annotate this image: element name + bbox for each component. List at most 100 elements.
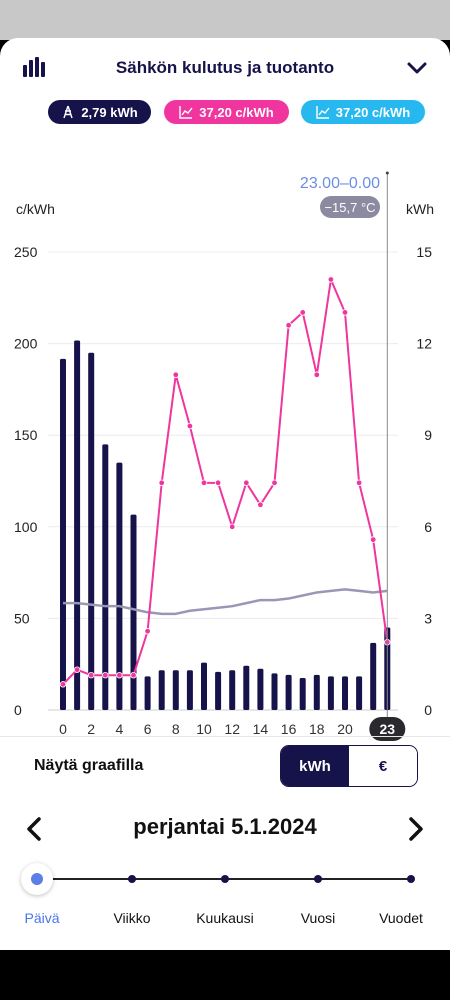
x-tick-label: 2 bbox=[87, 721, 95, 737]
consumption-badge[interactable]: 2,79 kWh bbox=[48, 100, 151, 124]
price-point bbox=[327, 276, 335, 283]
consumption-bar bbox=[243, 665, 250, 710]
period-slider[interactable]: Päivä Viikko Kuukausi Vuosi Vuodet bbox=[0, 858, 450, 938]
y-right-tick-label: 6 bbox=[424, 519, 432, 535]
slider-stop-year[interactable] bbox=[314, 875, 322, 883]
consumption-bar bbox=[299, 677, 306, 710]
consumption-bar bbox=[257, 668, 264, 710]
price-point bbox=[299, 309, 306, 316]
price-point bbox=[257, 501, 264, 509]
tooltip-temperature: −15,7 °C bbox=[324, 200, 375, 215]
y-left-tick-label: 150 bbox=[14, 427, 38, 443]
x-tick-label: 8 bbox=[172, 721, 180, 737]
consumption-bar bbox=[102, 444, 109, 710]
consumption-bar bbox=[342, 676, 348, 710]
consumption-bar bbox=[60, 358, 66, 710]
tooltip-time: 23.00–0.00 bbox=[300, 175, 380, 192]
date-navigator: perjantai 5.1.2024 bbox=[0, 808, 450, 848]
y-left-tick-label: 50 bbox=[14, 610, 30, 626]
slider-stop-week[interactable] bbox=[128, 875, 136, 883]
consumption-bar bbox=[356, 676, 363, 710]
consumption-bar bbox=[313, 674, 320, 710]
selected-hour-pill bbox=[369, 717, 406, 741]
consumption-bar bbox=[285, 674, 292, 710]
consumption-bar bbox=[201, 662, 207, 710]
consumption-bar bbox=[116, 462, 123, 710]
consumption-bar bbox=[158, 670, 165, 710]
slider-handle[interactable] bbox=[21, 863, 53, 895]
consumption-bar bbox=[144, 676, 151, 710]
consumption-bar bbox=[271, 673, 278, 710]
trend-line bbox=[63, 588, 388, 616]
next-day-arrow-icon[interactable] bbox=[404, 816, 428, 842]
price-point bbox=[130, 671, 137, 679]
period-label-week[interactable]: Viikko bbox=[113, 910, 151, 926]
price-point bbox=[313, 371, 320, 378]
page-title: Sähkön kulutus ja tuotanto bbox=[115, 58, 335, 77]
period-label-years[interactable]: Vuodet bbox=[379, 910, 423, 926]
y-right-axis-label: kWh bbox=[406, 201, 434, 217]
price-point bbox=[144, 628, 151, 635]
sheet-header: Sähkön kulutus ja tuotanto bbox=[0, 38, 450, 98]
price-point bbox=[186, 422, 194, 430]
y-left-tick-label: 100 bbox=[14, 519, 38, 535]
consumption-bar bbox=[172, 670, 179, 710]
consumption-bar bbox=[74, 340, 81, 710]
y-right-tick-label: 0 bbox=[424, 702, 432, 718]
y-left-tick-label: 250 bbox=[14, 244, 38, 260]
divider bbox=[0, 736, 450, 737]
value-badges: 2,79 kWh 37,20 c/kWh 37,20 c/kWh bbox=[0, 100, 450, 126]
y-left-tick-label: 0 bbox=[14, 702, 22, 718]
x-tick-label: 0 bbox=[59, 721, 67, 737]
price-badge[interactable]: 37,20 c/kWh bbox=[164, 100, 289, 124]
price-point bbox=[355, 479, 363, 487]
x-tick-label: 4 bbox=[116, 721, 124, 737]
consumption-bar bbox=[327, 676, 334, 710]
badge-label: 2,79 kWh bbox=[81, 104, 138, 120]
consumption-bar bbox=[130, 514, 137, 710]
consumption-bar bbox=[186, 670, 193, 710]
consumption-bar bbox=[215, 671, 222, 710]
slider-stop-month[interactable] bbox=[221, 875, 229, 883]
line-chart-icon bbox=[316, 106, 330, 119]
period-label-month[interactable]: Kuukausi bbox=[196, 910, 254, 926]
price-point bbox=[243, 479, 250, 487]
badge-label: 37,20 c/kWh bbox=[199, 104, 274, 120]
status-strip bbox=[0, 0, 450, 40]
unit-kwh-button[interactable]: kWh bbox=[281, 746, 349, 786]
price-point bbox=[271, 479, 278, 487]
price-point bbox=[102, 671, 109, 679]
selected-date: perjantai 5.1.2024 bbox=[133, 814, 317, 839]
consumption-bar bbox=[88, 352, 95, 710]
consumption-bar bbox=[229, 670, 236, 710]
period-label-year[interactable]: Vuosi bbox=[300, 910, 336, 926]
price-line bbox=[62, 278, 389, 686]
unit-toggle: kWh € bbox=[280, 745, 418, 787]
period-label-day[interactable]: Päivä bbox=[24, 910, 60, 926]
price-point bbox=[172, 371, 179, 378]
unit-euro-button[interactable]: € bbox=[349, 746, 417, 786]
consumption-sheet: Sähkön kulutus ja tuotanto 2,79 kWh 37,2… bbox=[0, 38, 450, 950]
y-right-tick-label: 9 bbox=[424, 427, 432, 443]
slider-stop-years[interactable] bbox=[407, 875, 415, 883]
bar-chart-icon[interactable] bbox=[22, 56, 46, 78]
line-chart-icon bbox=[179, 106, 193, 119]
previous-day-arrow-icon[interactable] bbox=[22, 816, 46, 842]
tower-icon bbox=[63, 105, 73, 119]
x-tick-label: 6 bbox=[144, 721, 152, 737]
x-tick-label: 10 bbox=[196, 721, 212, 737]
spot-price-badge[interactable]: 37,20 c/kWh bbox=[301, 100, 425, 124]
y-right-tick-label: 12 bbox=[416, 336, 432, 352]
consumption-bar bbox=[370, 642, 377, 710]
chevron-down-icon[interactable] bbox=[406, 58, 428, 78]
show-on-chart-label: Näytä graafilla bbox=[34, 757, 144, 774]
price-point bbox=[116, 671, 123, 679]
price-point bbox=[228, 523, 236, 530]
x-tick-label: 14 bbox=[253, 721, 269, 737]
price-point bbox=[200, 479, 208, 487]
price-point bbox=[341, 309, 349, 316]
y-left-tick-label: 200 bbox=[14, 336, 38, 352]
price-point bbox=[285, 322, 292, 329]
x-tick-label: 18 bbox=[309, 721, 325, 737]
